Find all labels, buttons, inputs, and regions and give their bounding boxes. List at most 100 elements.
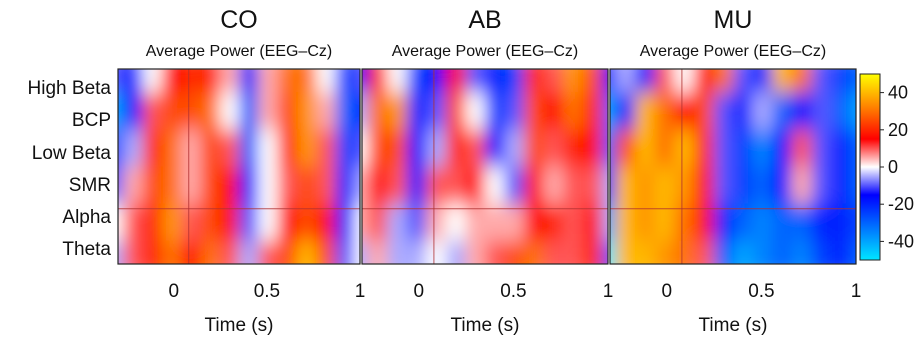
heatmap-cell (693, 129, 715, 168)
heatmap-cell (582, 166, 604, 205)
heatmap-cell (674, 240, 695, 264)
heatmap-cell (296, 240, 318, 264)
marker-lines-ab (362, 69, 608, 264)
heatmap-cell (445, 92, 467, 131)
heatmap-cell (219, 240, 240, 264)
panel-frame-co (117, 68, 361, 265)
heatmap-cell (118, 69, 125, 94)
heatmap-cell (582, 69, 604, 94)
heatmap-cell (161, 203, 183, 242)
heatmap-cell (362, 69, 369, 94)
heatmap-cell (504, 129, 526, 168)
heatmap-cell (123, 92, 144, 131)
heatmap-cell (426, 69, 447, 94)
heatmap-cell (772, 240, 793, 264)
x-axis-label-co: Time (s) (205, 315, 274, 336)
heatmap-cell (811, 129, 832, 168)
heatmap-cell (465, 203, 486, 242)
heatmap-cell (161, 166, 183, 205)
heatmap-cell (354, 240, 360, 264)
heatmap-cell (674, 69, 695, 94)
heatmap-cell (752, 92, 774, 131)
heatmap-cell (445, 129, 467, 168)
heatmap-cell (772, 166, 793, 205)
heatmap-cell (406, 69, 428, 94)
heatmap-cell (426, 129, 447, 168)
heatmap-cell (316, 92, 337, 131)
heatmap-cell (504, 240, 526, 264)
x-tick-label: 0.5 (748, 281, 774, 302)
heatmap-cell (200, 69, 221, 94)
heatmap-mu (610, 69, 856, 264)
heatmap-cell (615, 92, 637, 131)
heatmap-cell (610, 92, 617, 131)
heatmap-cell (239, 92, 260, 131)
heatmap-cell (445, 203, 467, 242)
heatmap-cell (563, 129, 584, 168)
heatmap-cell (219, 92, 240, 131)
x-tick-label: 0.5 (500, 281, 526, 302)
heatmap-cell (277, 129, 298, 168)
colorbar-scale (859, 73, 881, 261)
heatmap-cell (654, 203, 676, 242)
panel-title-ab: AB (468, 6, 501, 34)
heatmap-cell (713, 203, 734, 242)
heatmap-cell (830, 92, 852, 131)
heatmap-cell (485, 203, 506, 242)
heatmap-cell (362, 92, 369, 131)
panel-subtitle-mu: Average Power (EEG–Cz) (640, 43, 826, 60)
heatmap-cell (296, 92, 318, 131)
heatmap-cell (219, 203, 240, 242)
heatmap-cell (772, 129, 793, 168)
heatmap-cell (239, 69, 260, 94)
heatmap-cell (142, 240, 163, 264)
heatmap-cell (563, 203, 584, 242)
x-tick-label: 0 (414, 281, 425, 302)
heatmap-cell (277, 240, 298, 264)
heatmap-cell (693, 166, 715, 205)
heatmap-cell (406, 203, 428, 242)
heatmap-cell (485, 240, 506, 264)
heatmap-cell (485, 166, 506, 205)
heatmap-cell (582, 129, 604, 168)
y-axis: High Beta BCP Low Beta SMR Alpha Theta (28, 78, 112, 260)
heatmap-cell (654, 92, 676, 131)
heatmap-cell (316, 129, 337, 168)
heatmap-cell (367, 92, 389, 131)
heatmap-cell (524, 129, 545, 168)
heatmap-cell (733, 129, 754, 168)
heatmap-cell (316, 203, 337, 242)
heatmap-cell (635, 69, 656, 94)
heatmap-cell (387, 92, 408, 131)
heatmap-cell (465, 129, 486, 168)
heatmap-cell (582, 203, 604, 242)
heatmap-cell (791, 203, 813, 242)
heatmap-cell (615, 166, 637, 205)
heatmap-cell (610, 240, 617, 264)
heatmap-cell (123, 240, 144, 264)
heatmap-cell (563, 240, 584, 264)
heatmap-cell (543, 240, 565, 264)
heatmap-cell (752, 166, 774, 205)
x-axis-label-mu: Time (s) (699, 315, 768, 336)
heatmap-cell (610, 129, 617, 168)
heatmap-cell (406, 166, 428, 205)
heatmap-cell (181, 166, 202, 205)
x-tick-label: 0 (662, 281, 673, 302)
heatmap-cell (713, 69, 734, 94)
heatmap-cell (258, 92, 279, 131)
heatmap-cell (387, 203, 408, 242)
heatmap-cell (465, 69, 486, 94)
heatmap-cell (426, 92, 447, 131)
heatmap-cell (524, 203, 545, 242)
heatmap-cell (367, 129, 389, 168)
heatmap-cell (387, 129, 408, 168)
band-label-smr: SMR (69, 175, 111, 196)
heatmap-cell (277, 166, 298, 205)
heatmap-cell (387, 69, 408, 94)
heatmap-cell (296, 69, 318, 94)
heatmap-cell (602, 129, 608, 168)
heatmap-cell (504, 69, 526, 94)
heatmap-cell (850, 92, 856, 131)
